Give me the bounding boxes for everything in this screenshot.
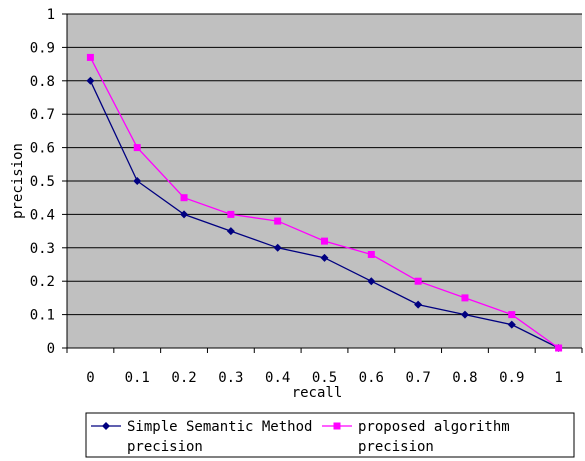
x-tick-labels: 0 0.1 0.2 0.3 0.4 0.5 0.6 0.7 0.8 0.9 1	[66, 348, 583, 386]
data-point	[133, 177, 142, 185]
series-2	[86, 53, 563, 352]
data-point	[414, 300, 423, 309]
y-tick-label: 0.4	[30, 207, 55, 223]
data-point	[180, 210, 189, 219]
data-point	[507, 320, 516, 329]
x-tick-label: 0.1	[125, 370, 150, 386]
x-tick-label: 0	[86, 370, 94, 386]
y-tick-label: 0	[47, 341, 55, 357]
legend-label: precision	[127, 439, 203, 455]
legend-box	[85, 412, 575, 458]
x-tick-label: 0.4	[265, 370, 290, 386]
legend-marker	[102, 422, 110, 430]
data-point	[86, 76, 95, 85]
data-point	[274, 217, 282, 225]
x-tick-label: 0.2	[171, 370, 196, 386]
x-tick-label: 0.9	[499, 370, 524, 386]
data-point	[555, 344, 563, 352]
y-tick-label: 0.2	[30, 274, 55, 290]
legend-entry-2: proposed algorithm precision	[322, 419, 510, 455]
y-axis-title: precision	[10, 143, 26, 219]
y-tick-label: 0.6	[30, 141, 55, 157]
legend: Simple Semantic Methodprecisionproposed …	[91, 419, 510, 455]
x-axis-title: recall	[292, 385, 343, 401]
data-point	[320, 253, 329, 262]
y-tick-label: 0.7	[30, 107, 55, 123]
x-tick-label: 0.5	[312, 370, 337, 386]
legend-label: proposed algorithm	[358, 419, 510, 435]
x-tick-label: 1	[554, 370, 562, 386]
x-tick-label: 0.6	[359, 370, 384, 386]
legend-entry-1: Simple Semantic Method precision	[91, 419, 312, 455]
data-point	[508, 311, 516, 319]
data-point	[460, 310, 469, 319]
series-layer	[86, 53, 563, 352]
y-tick-label: 1	[47, 7, 55, 23]
data-point	[133, 144, 141, 152]
data-point	[414, 277, 422, 285]
x-tick-label: 0.8	[452, 370, 477, 386]
x-tick-label: 0.7	[405, 370, 430, 386]
data-point	[180, 194, 188, 202]
y-tick-label: 0.9	[30, 40, 55, 56]
data-point	[226, 227, 235, 236]
data-point	[367, 277, 376, 286]
legend-label: Simple Semantic Method	[127, 419, 312, 435]
y-tick-label: 0.8	[30, 74, 55, 90]
data-point	[86, 53, 94, 61]
data-point	[227, 210, 235, 218]
data-point	[273, 243, 282, 252]
data-point	[367, 250, 375, 258]
gridlines	[67, 13, 582, 316]
data-point	[461, 294, 469, 302]
y-tick-labels: 0 0.1 0.2 0.3 0.4 0.5 0.6 0.7 0.8 0.9 1	[30, 7, 67, 357]
y-tick-label: 0.1	[30, 308, 55, 324]
data-point	[321, 237, 328, 245]
legend-marker	[333, 422, 341, 430]
x-tick-label: 0.3	[218, 370, 243, 386]
y-tick-label: 0.3	[30, 241, 55, 257]
legend-label: precision	[358, 439, 434, 455]
y-tick-label: 0.5	[30, 174, 55, 190]
